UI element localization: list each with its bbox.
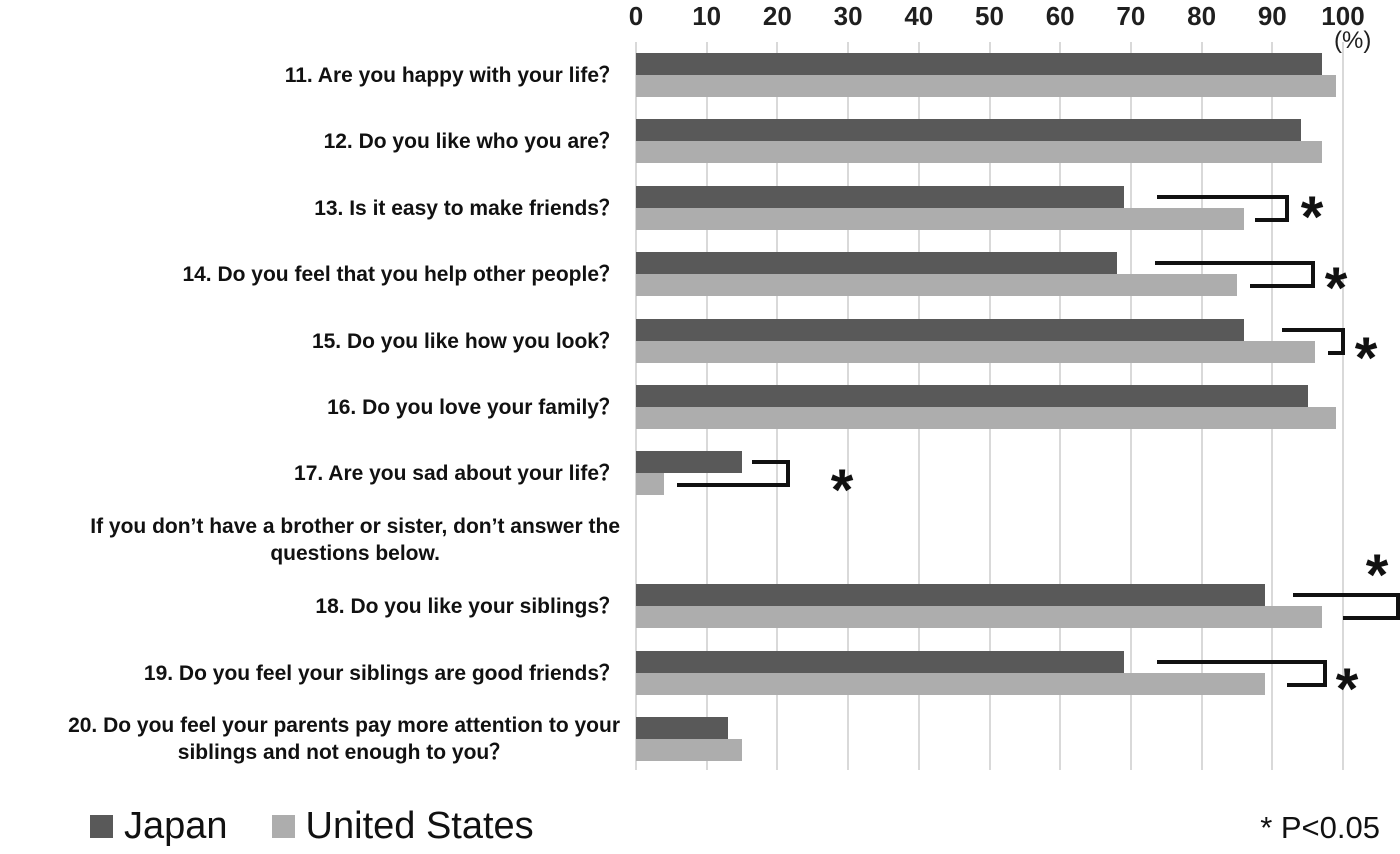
category-label-text: 13. Is it easy to make friends？ [314, 196, 620, 220]
significance-asterisk: * [1336, 657, 1359, 722]
bar-united-states-q19 [636, 673, 1266, 695]
legend-label-japan: Japan [124, 804, 228, 847]
bar-united-states-q17 [636, 473, 665, 495]
category-label-q14: 14. Do you feel that you help other peop… [0, 240, 620, 308]
bar-united-states-q11 [636, 75, 1336, 97]
x-axis-tick-label: 80 [1187, 1, 1217, 31]
category-label-text: 18. Do you like your siblings？ [315, 594, 620, 618]
category-label-text: 20. Do you feel your parents pay more at… [68, 714, 620, 764]
category-label-text: If you don’t have a brother or sister, d… [90, 515, 620, 565]
legend-swatch-united-states [271, 814, 295, 838]
category-label-text: 15. Do you like how you look？ [311, 329, 620, 353]
category-label-q20: 20. Do you feel your parents pay more at… [0, 705, 620, 773]
category-label-q19: 19. Do you feel your siblings are good f… [0, 639, 620, 707]
legend-item-japan: Japan [90, 805, 228, 848]
significance-asterisk: * [1355, 326, 1378, 391]
category-label-text: 12. Do you like who you are？ [323, 129, 620, 153]
legend-label-united-states: United States [305, 804, 534, 847]
category-label-q11: 11. Are you happy with your life？ [0, 41, 620, 109]
category-label-text: 14. Do you feel that you help other peop… [182, 262, 620, 286]
category-label-text: 17. Are you sad about your life？ [294, 461, 620, 485]
bar-japan-q15 [636, 319, 1245, 341]
category-label-q18: 18. Do you like your siblings？ [0, 572, 620, 640]
bar-united-states-q15 [636, 341, 1315, 363]
category-label-text: 16. Do you love your family？ [327, 395, 620, 419]
bar-japan-q19 [636, 651, 1124, 673]
category-label-text: 19. Do you feel your siblings are good f… [143, 661, 620, 685]
significance-asterisk: * [1366, 543, 1389, 608]
legend-swatch-japan [90, 814, 113, 838]
category-label-q13: 13. Is it easy to make friends？ [0, 174, 620, 242]
bar-japan-q16 [636, 385, 1308, 407]
gridline [1342, 42, 1344, 770]
category-label-q16: 16. Do you love your family？ [0, 373, 620, 441]
x-axis-tick-label: 0 [628, 1, 644, 31]
x-axis-tick-label: 20 [762, 1, 792, 31]
significance-asterisk: * [1301, 185, 1324, 250]
category-label-q17: 17. Are you sad about your life？ [0, 439, 620, 507]
axis-unit-label: (%) [1334, 27, 1372, 54]
x-axis-tick-label: 60 [1045, 1, 1075, 31]
bar-japan-q11 [636, 53, 1322, 75]
legend: Japan United States [90, 802, 534, 850]
legend-item-united-states: United States [271, 804, 534, 848]
x-axis-tick-label: 30 [833, 1, 863, 31]
category-label-q12: 12. Do you like who you are？ [0, 107, 620, 175]
x-axis-tick-label: 40 [904, 1, 934, 31]
x-axis-tick-label: 90 [1257, 1, 1287, 31]
bar-united-states-q13 [636, 208, 1245, 230]
significance-note: * P<0.05 [1260, 810, 1380, 845]
bar-japan-q17 [636, 451, 743, 473]
note-label: If you don’t have a brother or sister, d… [0, 506, 620, 574]
bar-united-states-q12 [636, 141, 1322, 163]
bar-united-states-q14 [636, 274, 1237, 296]
bar-japan-q12 [636, 119, 1301, 141]
x-axis-tick-label: 100 [1321, 1, 1365, 31]
x-axis-tick-label: 70 [1116, 1, 1146, 31]
category-label-q15: 15. Do you like how you look？ [0, 307, 620, 375]
significance-asterisk: * [831, 458, 854, 523]
bar-japan-q13 [636, 186, 1124, 208]
x-axis-tick-label: 10 [692, 1, 722, 31]
significance-asterisk: * [1325, 256, 1348, 321]
bar-japan-q20 [636, 717, 728, 739]
bar-japan-q14 [636, 252, 1117, 274]
category-label-text: 11. Are you happy with your life？ [284, 63, 620, 87]
bar-japan-q18 [636, 584, 1266, 606]
bar-united-states-q20 [636, 739, 743, 761]
x-axis-tick-label: 50 [975, 1, 1004, 31]
bar-united-states-q16 [636, 407, 1336, 429]
bar-united-states-q18 [636, 606, 1322, 628]
